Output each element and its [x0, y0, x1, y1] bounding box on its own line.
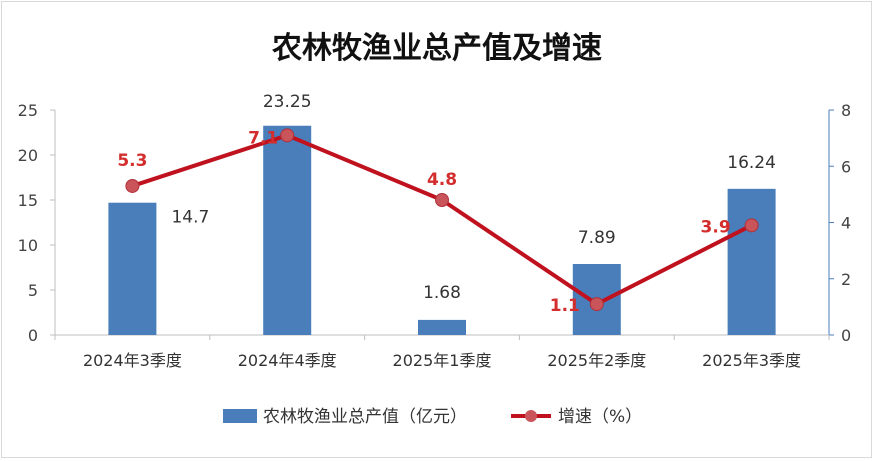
legend-line-marker [525, 410, 537, 422]
line-data-label: 4.8 [427, 170, 457, 190]
line-series: 5.3 7.1 4.8 1.1 3.9 [117, 128, 759, 316]
right-axis-tick-label: 2 [841, 270, 851, 289]
axes: 0 5 10 15 20 25 0 2 4 6 8 [18, 101, 852, 345]
bar [727, 188, 776, 335]
bar [263, 125, 312, 335]
bar-series: 14.7 23.25 1.68 7.89 16.24 [108, 92, 776, 335]
x-axis-category-label: 2025年2季度 [547, 351, 646, 370]
x-axis-category-label: 2024年4季度 [238, 351, 337, 370]
right-axis-tick-label: 6 [841, 157, 851, 176]
x-axis-category-label: 2025年3季度 [702, 351, 801, 370]
right-axis-tick-label: 8 [841, 101, 851, 120]
x-axis-category-label: 2024年3季度 [83, 351, 182, 370]
chart-title: 农林牧渔业总产值及增速 [271, 31, 602, 66]
line-point [435, 193, 449, 207]
growth-line [131, 133, 753, 307]
bar [108, 202, 157, 335]
line-data-label: 1.1 [550, 296, 580, 316]
line-data-label: 7.1 [248, 128, 278, 148]
line-point [589, 297, 604, 312]
x-axis-labels: 2024年3季度 2024年4季度 2025年1季度 2025年2季度 2025年3季度 [83, 351, 801, 370]
x-axis-category-label: 2025年1季度 [393, 351, 492, 370]
legend-bar-label: 农林牧渔业总产值（亿元） [263, 407, 467, 427]
left-axis-tick-label: 0 [28, 326, 38, 345]
bar-data-label: 1.68 [423, 283, 461, 303]
legend: 农林牧渔业总产值（亿元） 增速（%） [223, 407, 642, 427]
line-data-label: 5.3 [117, 151, 147, 171]
right-axis-tick-label: 4 [841, 214, 851, 233]
bar-data-label: 7.89 [578, 228, 616, 248]
line-data-label: 3.9 [701, 217, 731, 237]
bar [418, 319, 466, 335]
line-point [744, 218, 759, 233]
bar-data-label: 16.24 [727, 153, 776, 173]
right-axis-tick-label: 0 [841, 326, 851, 345]
bar-data-label: 23.25 [263, 92, 312, 112]
left-axis-tick-label: 25 [18, 101, 38, 120]
legend-line-label: 增速（%） [558, 407, 642, 427]
left-axis-tick-label: 10 [18, 236, 38, 255]
legend-bar-swatch [223, 409, 257, 423]
line-point [280, 128, 295, 143]
left-axis-tick-label: 5 [28, 281, 38, 300]
left-axis-tick-label: 20 [18, 146, 38, 165]
line-point [125, 178, 140, 193]
bar-data-label: 14.7 [171, 208, 209, 228]
left-axis-tick-label: 15 [18, 191, 38, 210]
